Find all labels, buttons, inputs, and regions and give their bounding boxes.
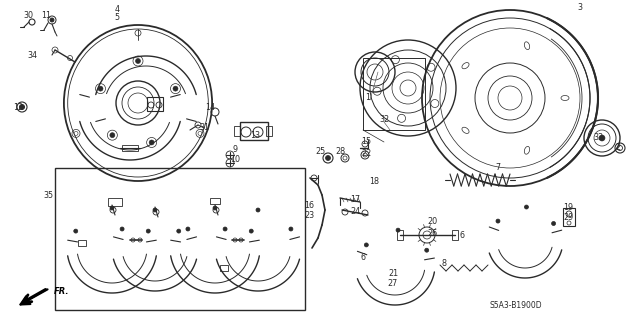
Text: 4: 4 [115,4,120,13]
Text: 3: 3 [577,4,582,12]
Text: 24: 24 [350,207,360,217]
Bar [363,58,425,130]
Text: 21: 21 [388,270,398,278]
Circle shape [110,133,115,138]
Text: 12: 12 [13,102,23,112]
Text: 30: 30 [23,11,33,20]
Bar [240,122,268,140]
Bar [122,145,138,151]
Text: 32: 32 [379,115,389,124]
Circle shape [223,227,227,231]
Bar [210,198,220,204]
Circle shape [177,229,180,233]
Text: 17: 17 [350,196,360,204]
Text: 16: 16 [304,201,314,210]
Bar [563,208,575,226]
Text: 6: 6 [360,253,365,262]
Bar [147,97,163,111]
Circle shape [326,155,330,160]
Text: 19: 19 [563,203,573,211]
Text: 6: 6 [460,231,465,240]
Bar [108,198,122,206]
Circle shape [364,243,369,247]
Circle shape [50,18,54,22]
Text: 15: 15 [361,137,371,146]
Bar [220,265,228,271]
Circle shape [153,208,157,212]
Circle shape [249,229,253,233]
Text: 9: 9 [232,145,237,154]
Circle shape [173,86,178,91]
Circle shape [256,208,260,212]
Text: 26: 26 [427,228,437,238]
Circle shape [396,228,400,232]
Bar [78,240,86,246]
Text: 35: 35 [43,191,53,201]
Bar [55,168,305,310]
Text: 14: 14 [205,103,215,113]
Text: S5A3-B1900D: S5A3-B1900D [490,300,543,309]
Circle shape [120,227,124,231]
Bar [397,230,403,240]
Text: 10: 10 [230,155,240,165]
Text: 23: 23 [304,211,314,220]
Text: 25: 25 [316,146,326,155]
Text: 22: 22 [361,149,371,158]
Circle shape [98,86,103,91]
Circle shape [110,206,114,210]
Circle shape [213,206,217,210]
Text: 18: 18 [369,177,379,187]
Text: 1: 1 [365,93,371,102]
Circle shape [186,227,190,231]
Circle shape [147,229,150,233]
Text: FR.: FR. [54,287,70,296]
Text: 33: 33 [593,133,603,143]
Bar [234,126,240,136]
Circle shape [74,229,77,233]
Text: 5: 5 [115,12,120,21]
Text: 13: 13 [250,131,260,140]
Circle shape [19,105,24,109]
Text: 31: 31 [199,123,209,132]
Text: 2: 2 [616,144,621,152]
Text: 27: 27 [388,279,398,288]
Circle shape [552,221,556,226]
Circle shape [524,205,529,209]
Circle shape [599,135,605,141]
Circle shape [149,140,154,145]
Text: 11: 11 [41,11,51,20]
Bar [266,126,272,136]
Text: 34: 34 [27,50,37,60]
Circle shape [496,219,500,223]
Text: 20: 20 [427,218,437,226]
Circle shape [136,58,141,63]
Circle shape [425,248,429,252]
Bar [452,230,458,240]
Text: 7: 7 [495,164,500,173]
Text: 28: 28 [335,146,345,155]
Text: 8: 8 [442,258,447,268]
Circle shape [289,227,293,231]
Text: 29: 29 [563,213,573,222]
